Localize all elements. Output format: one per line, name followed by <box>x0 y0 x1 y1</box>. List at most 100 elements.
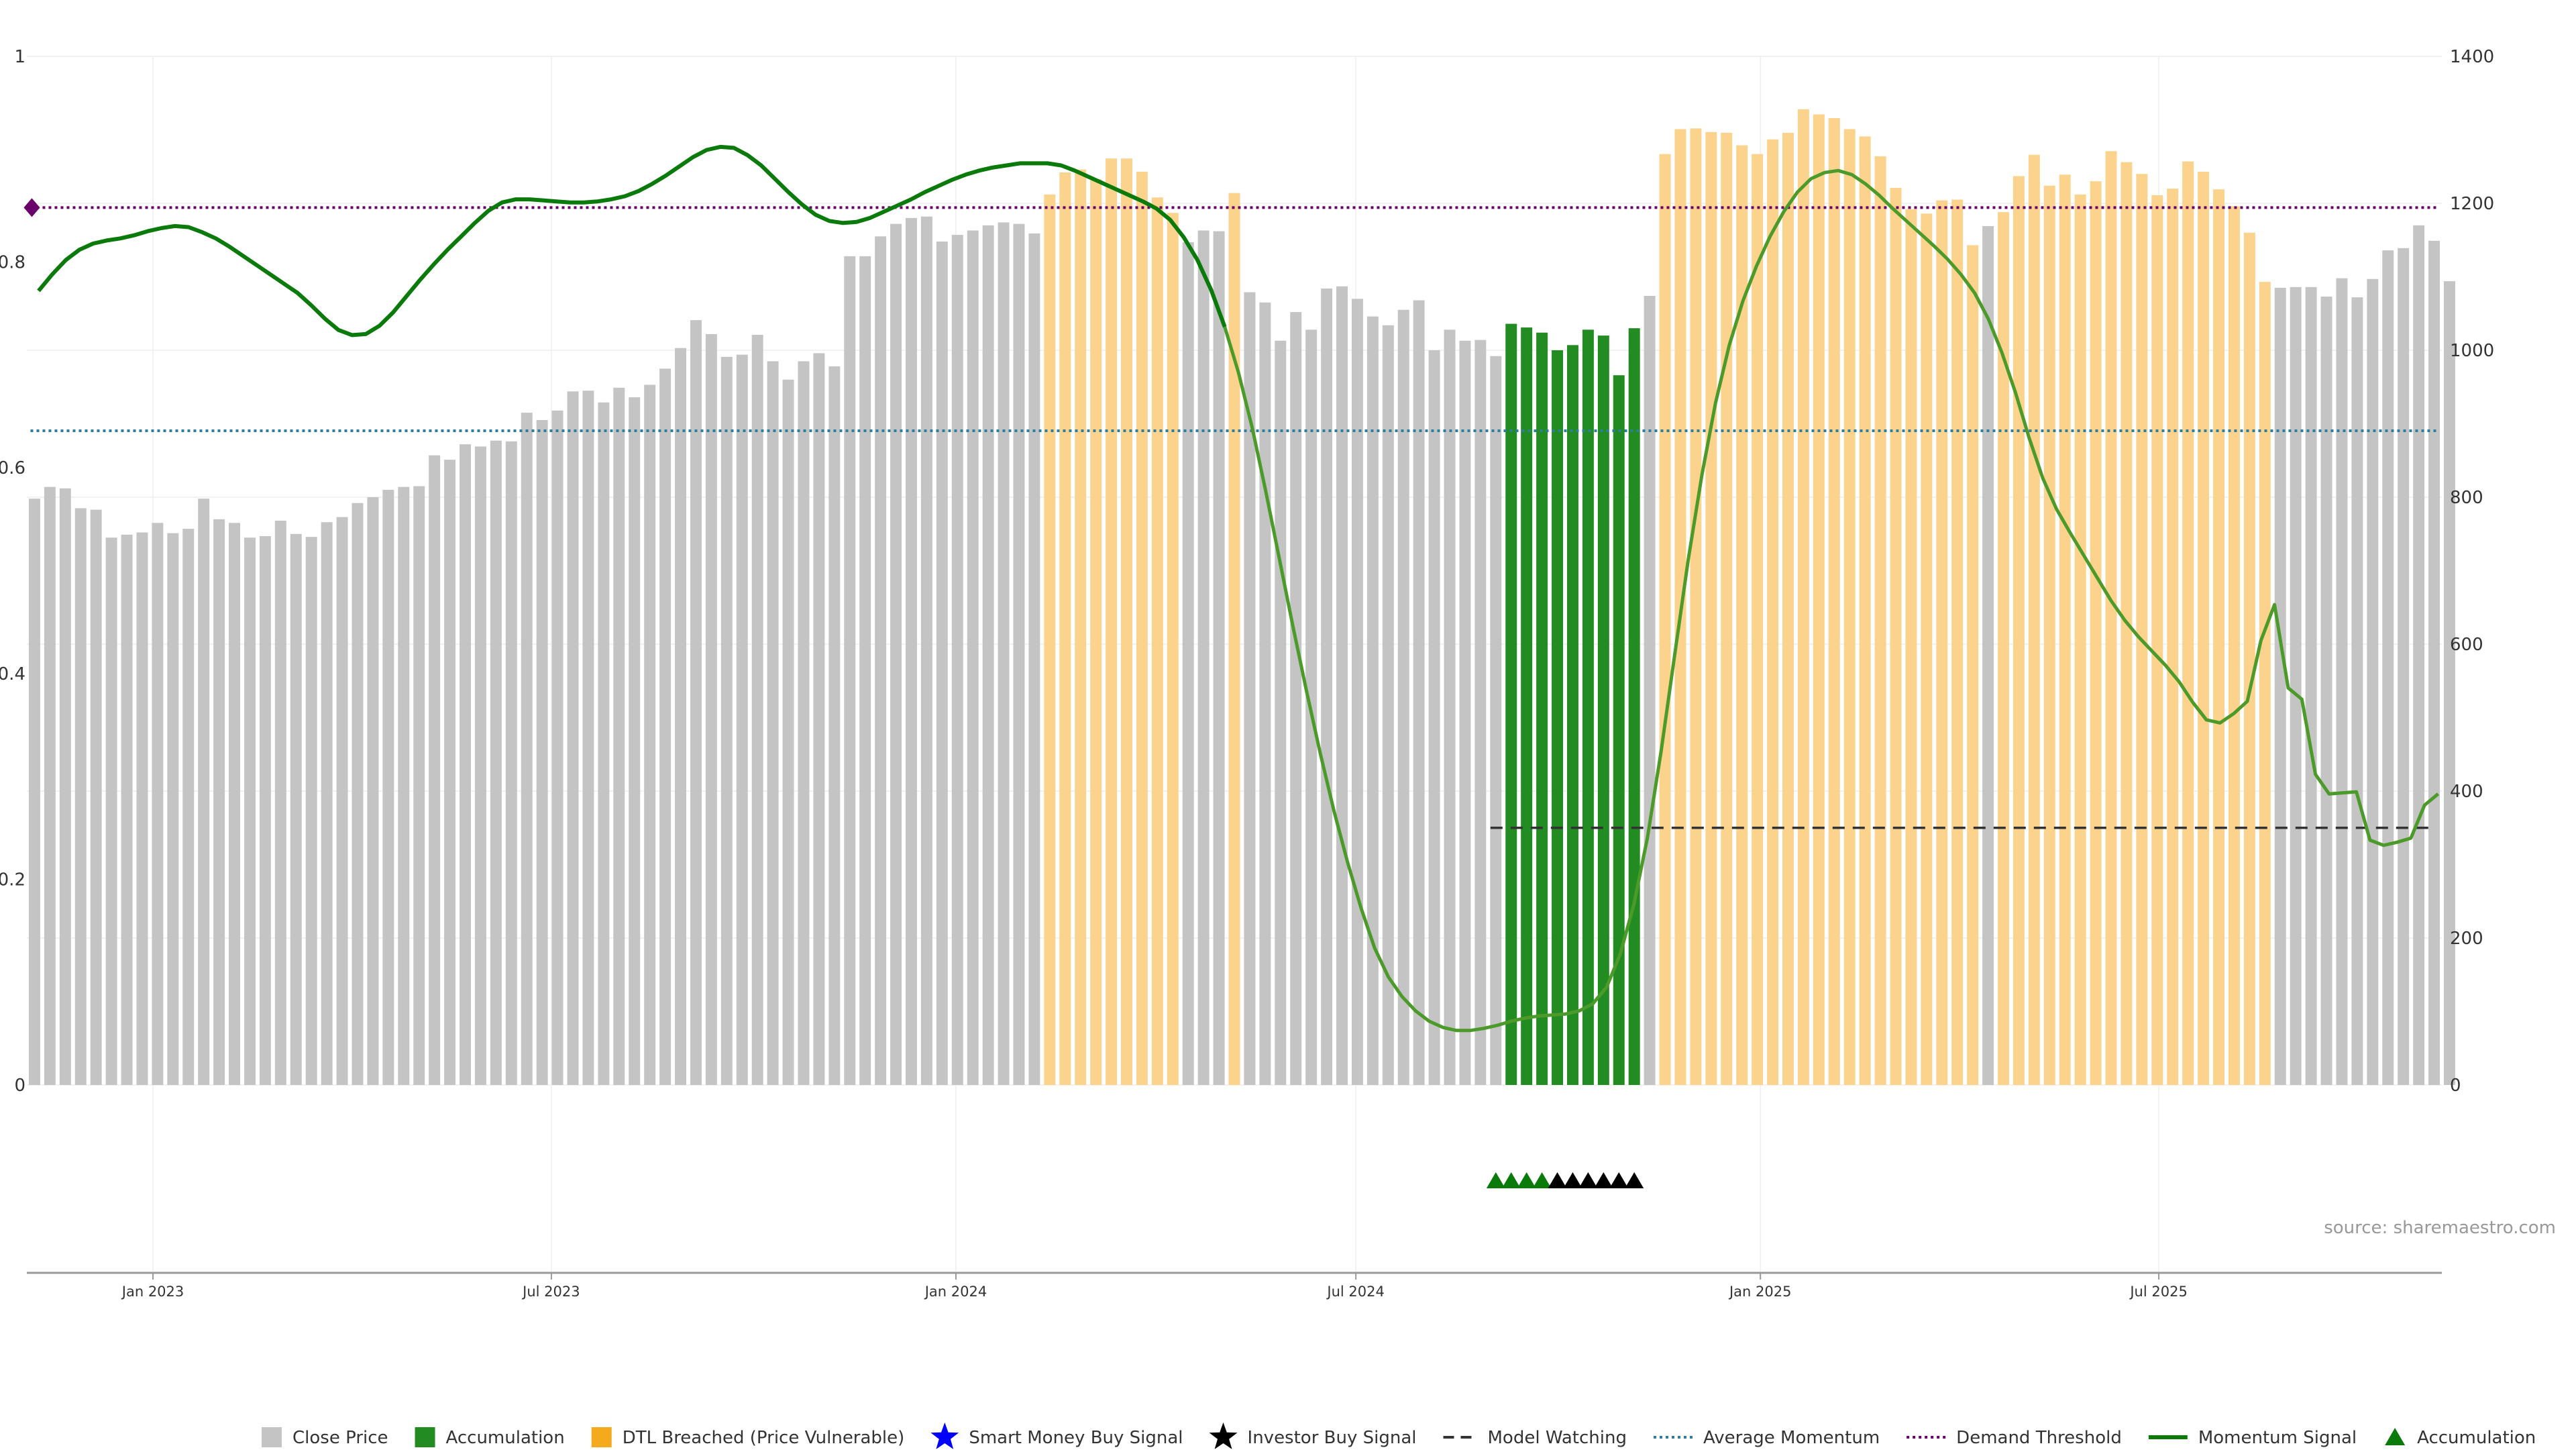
price-bar <box>474 446 486 1085</box>
price-bar <box>2305 287 2317 1086</box>
source-label: source: sharemaestro.com <box>2324 1218 2556 1238</box>
price-bar <box>2259 282 2271 1085</box>
legend-triangle-icon <box>2385 1428 2406 1445</box>
price-bar <box>74 508 87 1085</box>
price-bar <box>998 222 1010 1086</box>
price-bar <box>859 256 871 1086</box>
price-bar <box>1044 194 1056 1085</box>
legend-label: Investor Buy Signal <box>1248 1428 1417 1448</box>
price-bar <box>1752 154 1764 1085</box>
price-bar <box>1490 356 1502 1085</box>
price-bar <box>2182 161 2194 1086</box>
price-bar <box>490 440 502 1085</box>
investor-signal-marker <box>1594 1172 1613 1188</box>
price-bar <box>1921 213 1933 1086</box>
price-bar <box>259 536 271 1085</box>
price-bar <box>505 441 517 1085</box>
price-bar <box>1967 245 1979 1085</box>
price-bar <box>2213 189 2224 1085</box>
price-bar <box>659 368 672 1085</box>
price-bar <box>844 256 856 1086</box>
right-axis-tick: 1000 <box>2450 341 2494 361</box>
price-bar <box>121 534 133 1085</box>
price-bar <box>1552 350 1564 1085</box>
price-bar <box>1321 289 1333 1085</box>
price-bar <box>1244 292 1256 1085</box>
price-bar <box>1351 299 1363 1086</box>
price-bar <box>1075 169 1087 1085</box>
price-bar <box>1813 114 1825 1085</box>
price-bar <box>2367 278 2379 1085</box>
price-bar <box>920 216 932 1086</box>
price-bar <box>1505 323 1517 1086</box>
price-bar <box>444 460 456 1085</box>
price-bar <box>536 420 548 1085</box>
price-bar <box>1275 340 1287 1085</box>
price-bar <box>2398 248 2410 1085</box>
investor-signal-marker <box>1578 1172 1598 1188</box>
x-axis-tick: Jul 2023 <box>521 1284 580 1300</box>
bars-layer <box>28 109 2455 1086</box>
legend-label: Model Watching <box>1488 1428 1627 1448</box>
price-bar <box>2136 174 2148 1086</box>
price-bar <box>1721 132 1733 1085</box>
right-axis-tick: 1400 <box>2450 47 2494 67</box>
price-bar <box>2320 297 2332 1086</box>
price-bar <box>1628 328 1640 1085</box>
price-bar <box>1613 375 1625 1085</box>
right-axis-tick: 800 <box>2450 488 2483 508</box>
signal-markers <box>1486 1172 1644 1188</box>
price-bar <box>1428 350 1440 1085</box>
price-bar <box>936 241 948 1086</box>
price-bar <box>1566 345 1578 1086</box>
price-bar <box>1874 156 1886 1085</box>
price-bar <box>2028 154 2040 1086</box>
price-bar <box>352 503 364 1085</box>
investor-signal-marker <box>1563 1172 1582 1188</box>
price-bar <box>305 537 317 1085</box>
price-bar <box>336 517 348 1085</box>
price-bar <box>705 333 717 1085</box>
price-bar <box>2243 232 2255 1085</box>
price-bar <box>213 519 225 1085</box>
x-axis-tick: Jul 2025 <box>2129 1284 2187 1300</box>
price-bar <box>44 486 56 1085</box>
price-bar <box>2043 185 2055 1086</box>
price-bar <box>182 529 195 1085</box>
price-bar <box>321 522 333 1085</box>
price-bar <box>229 523 241 1085</box>
price-bar <box>813 353 825 1085</box>
legend-label: Momentum Signal <box>2198 1428 2357 1448</box>
legend-label: Average Momentum <box>1703 1428 1880 1448</box>
price-bar <box>2090 181 2102 1085</box>
legend-star-icon <box>930 1422 959 1449</box>
price-bar <box>951 235 963 1086</box>
price-bar <box>1182 242 1194 1085</box>
axes-layer: 0 0.2 0.4 0.6 0.8 1 0 200 400 600 800 1000 1200 1400 J… <box>0 47 2494 1300</box>
price-bar <box>782 379 794 1085</box>
x-axis-tick: Jul 2024 <box>1326 1284 1384 1300</box>
price-bar <box>1382 325 1394 1085</box>
price-bar <box>1090 178 1102 1085</box>
price-bar <box>105 537 117 1085</box>
left-axis-tick: 0.4 <box>0 664 25 684</box>
price-bar <box>875 236 887 1085</box>
price-bar <box>1028 233 1040 1085</box>
price-bar <box>1259 302 1271 1086</box>
price-bar <box>136 532 148 1085</box>
price-bar <box>1521 327 1533 1086</box>
price-bar <box>198 499 210 1085</box>
price-bar <box>2290 287 2302 1086</box>
price-bar <box>675 348 687 1085</box>
price-bar <box>28 499 40 1085</box>
price-bar <box>720 356 733 1085</box>
price-bar <box>1213 231 1225 1085</box>
price-bar <box>1690 128 1702 1085</box>
momentum-layer <box>37 144 2440 1033</box>
price-bar <box>367 497 379 1085</box>
demand-threshold-marker <box>23 198 40 217</box>
price-bar <box>1597 335 1609 1086</box>
momentum-signal-line <box>37 144 1227 338</box>
price-bar <box>2228 206 2240 1085</box>
